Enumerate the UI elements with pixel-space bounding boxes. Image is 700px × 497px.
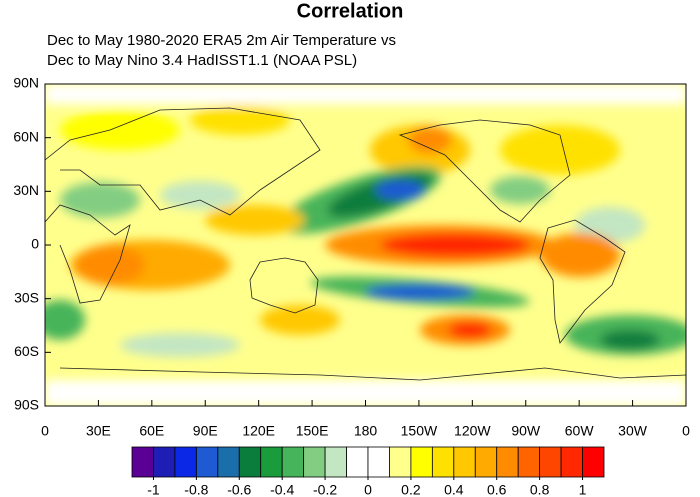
- x-tick-label: 30E: [86, 423, 111, 439]
- map-field: [45, 84, 686, 406]
- colorbar-box: [238, 446, 262, 478]
- y-tick-label: 0: [31, 236, 39, 252]
- y-tick-label: 60S: [14, 343, 39, 359]
- colorbar-tick-label: 0.2: [401, 482, 421, 497]
- x-tick-label: 0: [41, 423, 49, 439]
- colorbar-box: [582, 446, 605, 478]
- colorbar-box: [324, 446, 347, 478]
- x-tick-label: 60W: [565, 423, 595, 439]
- colorbar-box: [260, 446, 283, 478]
- colorbar-box: [453, 446, 476, 478]
- y-tick-label: 30N: [13, 182, 39, 198]
- x-tick-label: 180: [354, 423, 378, 439]
- colorbar-tick-label: -1: [147, 482, 160, 497]
- colorbar-box: [303, 446, 326, 478]
- x-tick-label: 150E: [296, 423, 329, 439]
- x-tick-label: 90E: [193, 423, 218, 439]
- colorbar-box: [346, 446, 369, 478]
- colorbar-box: [174, 446, 197, 478]
- x-tick-label: 30W: [618, 423, 648, 439]
- colorbar-box: [131, 446, 154, 478]
- colorbar-box: [389, 446, 412, 478]
- colorbar-box: [474, 446, 498, 478]
- colorbar-box: [431, 446, 455, 478]
- colorbar-tick-label: 0: [364, 482, 372, 497]
- colorbar-box: [281, 446, 305, 478]
- title: Correlation: [297, 0, 404, 22]
- subtitle-line: Dec to May Nino 3.4 HadISST1.1 (NOAA PSL…: [47, 52, 357, 69]
- x-tick-label: 90W: [511, 423, 541, 439]
- colorbar-box: [195, 446, 219, 478]
- colorbar-box: [539, 446, 562, 478]
- colorbar-box: [517, 446, 541, 478]
- x-tick-label: 150W: [401, 423, 438, 439]
- colorbar-box: [560, 446, 583, 478]
- y-tick-label: 30S: [14, 289, 39, 305]
- y-tick-label: 90S: [14, 397, 39, 413]
- colorbar-tick-label: -0.4: [270, 482, 294, 497]
- y-tick-label: 60N: [13, 128, 39, 144]
- colorbar-box: [153, 446, 176, 478]
- subtitle-line: Dec to May 1980-2020 ERA5 2m Air Tempera…: [47, 32, 396, 49]
- colorbar-tick-label: 1: [579, 482, 587, 497]
- x-tick-label: 0: [682, 423, 690, 439]
- colorbar-tick-label: -0.2: [313, 482, 337, 497]
- colorbar-box: [217, 446, 240, 478]
- colorbar-box: [367, 446, 390, 478]
- x-tick-label: 120W: [454, 423, 491, 439]
- colorbar-tick-label: -0.6: [227, 482, 251, 497]
- x-tick-label: 60E: [139, 423, 164, 439]
- colorbar-box: [410, 446, 433, 478]
- colorbar-box: [496, 446, 519, 478]
- colorbar-tick-label: 0.6: [487, 482, 507, 497]
- colorbar-tick-label: 0.8: [530, 482, 550, 497]
- y-tick-label: 90N: [13, 75, 39, 91]
- colorbar-tick-label: 0.4: [444, 482, 464, 497]
- colorbar-tick-label: -0.8: [184, 482, 208, 497]
- x-tick-label: 120E: [242, 423, 275, 439]
